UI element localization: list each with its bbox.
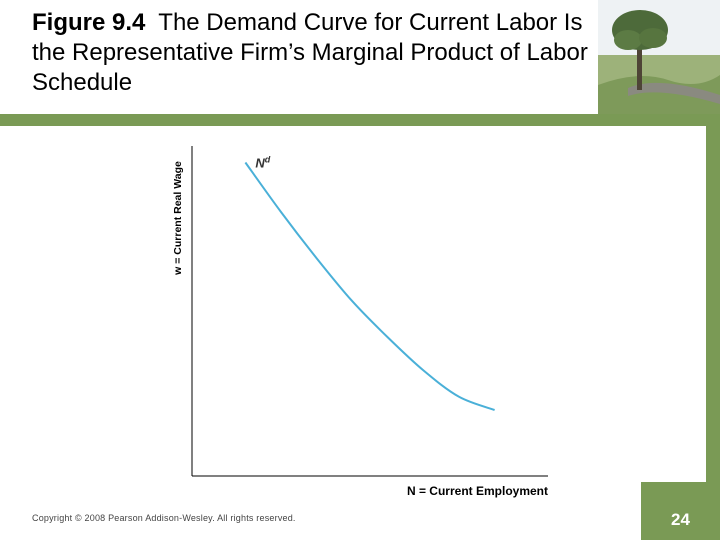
series-line-0 (244, 161, 495, 411)
demand-curve-chart: w = Current Real Wage N = Current Employ… (172, 146, 548, 498)
copyright-notice: Copyright © 2008 Pearson Addison-Wesley.… (32, 513, 296, 523)
page-number-box: 24 (641, 482, 720, 540)
page-number: 24 (671, 510, 690, 529)
series-label-0: Nd (255, 155, 270, 171)
landscape-tree-photo (598, 0, 720, 116)
x-axis-label: N = Current Employment (407, 484, 548, 498)
slide-title: Figure 9.4 The Demand Curve for Current … (32, 8, 592, 98)
side-accent-bar (706, 126, 720, 482)
title-text: The Demand Curve for Current Labor Is th… (32, 9, 588, 96)
y-axis-label: w = Current Real Wage (172, 161, 184, 276)
figure-label: Figure 9.4 (32, 9, 146, 36)
header-divider-bar (0, 114, 720, 126)
